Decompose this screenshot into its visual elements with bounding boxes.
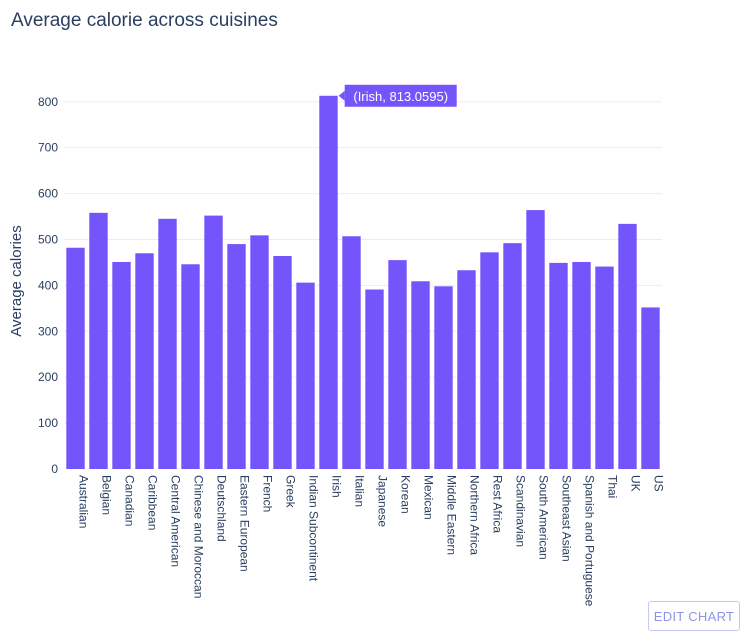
y-tick-label: 400 bbox=[38, 278, 58, 292]
y-tick-label: 200 bbox=[38, 370, 58, 384]
bar[interactable] bbox=[618, 223, 637, 469]
tooltip-text: (Irish, 813.0595) bbox=[353, 89, 448, 104]
y-axis-label: Average calories bbox=[8, 225, 25, 336]
edit-chart-button[interactable]: EDIT CHART bbox=[648, 601, 740, 631]
bar[interactable] bbox=[89, 212, 108, 469]
bar[interactable] bbox=[66, 247, 85, 469]
bar[interactable] bbox=[319, 95, 338, 469]
x-tick-label: Japanese bbox=[376, 475, 390, 527]
bar[interactable] bbox=[181, 264, 200, 469]
x-tick-label: Belgian bbox=[100, 475, 114, 515]
x-tick-label: Southeast Asian bbox=[560, 475, 574, 562]
hover-tooltip: (Irish, 813.0595) bbox=[338, 84, 457, 107]
x-tick-label: UK bbox=[629, 475, 643, 492]
y-tick-label: 700 bbox=[38, 141, 58, 155]
y-axis-ticks: 0 100 200 300 400 500 600 700 800 bbox=[38, 95, 58, 476]
bar[interactable] bbox=[135, 253, 154, 469]
x-tick-label: US bbox=[652, 475, 666, 492]
bar[interactable] bbox=[503, 243, 522, 469]
bar[interactable] bbox=[158, 218, 177, 469]
x-tick-label: Northern Africa bbox=[468, 475, 482, 555]
y-tick-label: 300 bbox=[38, 324, 58, 338]
x-tick-label: Mexican bbox=[422, 475, 436, 520]
x-tick-label: Deutschland bbox=[215, 475, 229, 542]
bar[interactable] bbox=[434, 286, 453, 469]
chart-title: Average calorie across cuisines bbox=[11, 10, 278, 31]
x-tick-label: Greek bbox=[284, 475, 298, 509]
x-tick-label: South American bbox=[537, 475, 551, 560]
x-tick-label: French bbox=[261, 475, 275, 512]
bar[interactable] bbox=[411, 281, 430, 469]
x-tick-label: Rest Africa bbox=[491, 475, 505, 533]
bars bbox=[66, 95, 660, 469]
x-tick-label: Irish bbox=[330, 475, 344, 498]
y-tick-label: 800 bbox=[38, 95, 58, 109]
bar[interactable] bbox=[549, 262, 568, 469]
x-tick-label: Indian Subcontinent bbox=[307, 475, 321, 582]
x-tick-label: Spanish and Portuguese bbox=[583, 475, 597, 607]
bar[interactable] bbox=[273, 256, 292, 469]
x-tick-label: Scandinavian bbox=[514, 475, 528, 547]
y-tick-label: 500 bbox=[38, 232, 58, 246]
x-tick-label: Thai bbox=[606, 475, 620, 498]
bar[interactable] bbox=[388, 260, 407, 469]
bar[interactable] bbox=[457, 270, 476, 469]
tooltip-box bbox=[344, 84, 457, 107]
tooltip-pointer bbox=[338, 90, 345, 101]
x-tick-label: Canadian bbox=[123, 475, 137, 526]
y-tick-label: 100 bbox=[38, 416, 58, 430]
x-tick-label: Central American bbox=[169, 475, 183, 567]
x-tick-label: Australian bbox=[77, 475, 91, 528]
bar[interactable] bbox=[480, 252, 499, 469]
bar[interactable] bbox=[526, 210, 545, 469]
bar[interactable] bbox=[595, 266, 614, 469]
bar[interactable] bbox=[227, 244, 246, 469]
bar[interactable] bbox=[572, 261, 591, 469]
y-tick-label: 0 bbox=[51, 462, 58, 476]
x-axis-ticks: Australian Belgian Canadian Caribbean Centra… bbox=[77, 475, 666, 607]
x-tick-label: Middle Eastern bbox=[445, 475, 459, 555]
x-tick-label: Italian bbox=[353, 475, 367, 507]
x-tick-label: Caribbean bbox=[146, 475, 160, 530]
y-tick-label: 600 bbox=[38, 187, 58, 201]
bar[interactable] bbox=[365, 289, 384, 469]
bar[interactable] bbox=[250, 235, 269, 469]
x-tick-label: Chinese and Moroccan bbox=[192, 475, 206, 598]
bar[interactable] bbox=[112, 261, 131, 469]
bar[interactable] bbox=[641, 307, 660, 469]
bar[interactable] bbox=[342, 236, 361, 469]
x-tick-label: Eastern European bbox=[238, 475, 252, 572]
x-tick-label: Korean bbox=[399, 475, 413, 514]
bar[interactable] bbox=[296, 282, 315, 469]
bar[interactable] bbox=[204, 215, 223, 469]
